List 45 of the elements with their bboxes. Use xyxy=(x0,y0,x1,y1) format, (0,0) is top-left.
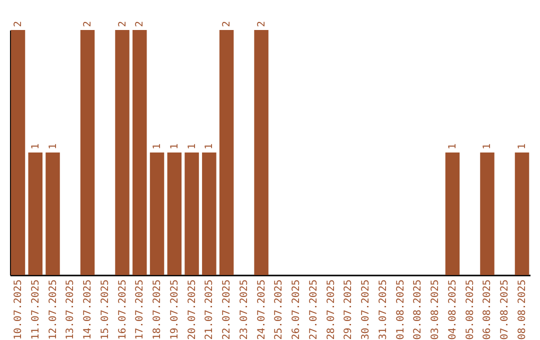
x-tick-label: 20.07.2025 xyxy=(186,280,198,340)
data-label: 2 xyxy=(117,20,128,27)
x-tick-label: 13.07.2025 xyxy=(65,280,76,340)
data-label: 2 xyxy=(134,20,146,27)
x-tick-label: 17.07.2025 xyxy=(134,280,146,340)
x-tick-label: 08.08.2025 xyxy=(517,280,528,340)
x-tick-label: 23.07.2025 xyxy=(238,280,250,340)
data-label: 1 xyxy=(447,143,458,150)
x-tick-label: 30.07.2025 xyxy=(360,280,372,340)
x-tick-label: 29.07.2025 xyxy=(343,280,354,340)
data-label: 1 xyxy=(186,143,198,150)
data-label: 1 xyxy=(30,143,42,150)
data-label: 1 xyxy=(48,143,59,150)
x-tick-label: 05.08.2025 xyxy=(464,280,476,340)
data-label: 1 xyxy=(204,143,216,150)
x-tick-label: 10.07.2025 xyxy=(12,280,24,340)
x-tick-label: 04.08.2025 xyxy=(447,280,458,340)
x-tick-label: 19.07.2025 xyxy=(169,280,180,340)
x-tick-label: 26.07.2025 xyxy=(291,280,302,340)
data-label: 2 xyxy=(256,20,268,27)
x-tick-label: 12.07.2025 xyxy=(48,280,59,340)
x-tick-label: 24.07.2025 xyxy=(256,280,268,340)
data-label: 2 xyxy=(82,20,94,27)
x-tick-label: 15.07.2025 xyxy=(100,280,111,340)
x-tick-label: 16.07.2025 xyxy=(117,280,128,340)
x-tick-label: 06.08.2025 xyxy=(482,280,494,340)
x-tick-label: 14.07.2025 xyxy=(82,280,94,340)
x-tick-label: 11.07.2025 xyxy=(30,280,42,340)
data-label: 1 xyxy=(169,143,180,150)
x-tick-label: 21.07.2025 xyxy=(204,280,216,340)
x-tick-label: 01.08.2025 xyxy=(395,280,406,340)
x-tick-label: 18.07.2025 xyxy=(152,280,164,340)
x-tick-label: 27.07.2025 xyxy=(308,280,320,340)
x-tick-label: 25.07.2025 xyxy=(274,280,285,340)
data-label: 1 xyxy=(152,143,164,150)
data-label: 2 xyxy=(12,20,24,27)
x-tick-label: 31.07.2025 xyxy=(378,280,389,340)
data-label: 1 xyxy=(517,143,528,150)
x-tick-label: 22.07.2025 xyxy=(222,280,233,340)
x-tick-label: 03.08.2025 xyxy=(430,280,442,340)
x-tick-label: 28.07.2025 xyxy=(326,280,337,340)
data-label: 1 xyxy=(482,143,494,150)
x-tick-label: 07.08.2025 xyxy=(500,280,511,340)
x-tick-label: 02.08.2025 xyxy=(412,280,424,340)
data-label: 2 xyxy=(222,20,233,27)
